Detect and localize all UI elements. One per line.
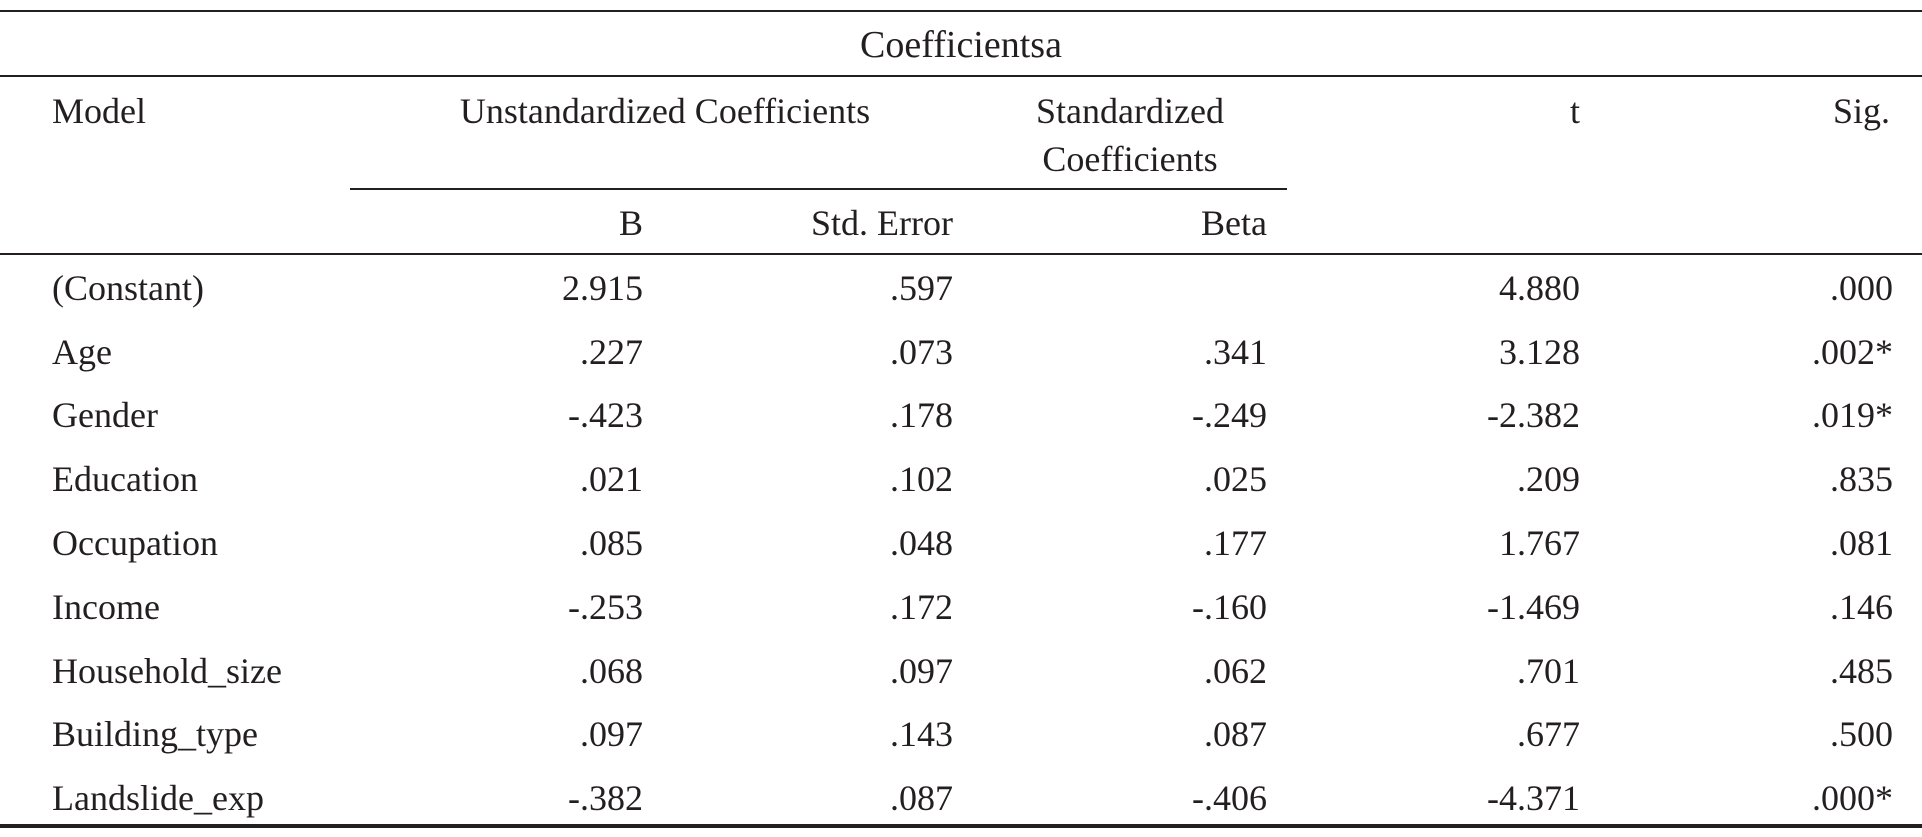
row-padding [1893,703,1922,767]
row-padding [1893,384,1922,448]
cell-beta [953,256,1267,320]
cell-b: .097 [580,714,643,755]
header-t: t [1569,91,1580,131]
cell-b: -.423 [568,395,643,436]
cell-b: -.253 [568,586,643,627]
header-rule [0,253,1922,255]
row-label: Education [52,459,198,500]
row-padding [1893,639,1922,703]
cell-b: .068 [580,650,643,691]
cell-t: 4.880 [1499,267,1580,308]
row-label: Income [52,586,160,627]
cell-b: .227 [580,331,643,372]
cell-b: -.382 [568,778,643,819]
cell-beta: .062 [1204,650,1267,691]
table-row: Income -.253 .172 -.160 -1.469 .146 [0,575,1922,639]
header-std-error: Std. Error [811,203,953,243]
cell-beta: .177 [1204,523,1267,564]
header-beta: Beta [1201,203,1267,243]
header-sig: Sig. [1832,91,1890,131]
cell-se: .087 [890,778,953,819]
row-label: Household_size [52,650,282,691]
top-rule [0,10,1922,12]
bottom-rule [0,824,1922,828]
cell-sig: .500 [1830,714,1893,755]
cell-t: .209 [1517,459,1580,500]
cell-b: .085 [580,523,643,564]
table-row: Occupation .085 .048 .177 1.767 .081 [0,511,1922,575]
row-label: Occupation [52,523,218,564]
table-row: Landslide_exp -.382 .087 -.406 -4.371 .000* [0,766,1922,830]
header-b: B [618,203,643,243]
row-padding [1893,575,1922,639]
cell-sig: .081 [1830,523,1893,564]
cell-t: -1.469 [1487,586,1580,627]
table-row: Education .021 .102 .025 .209 .835 [0,447,1922,511]
title-rule [0,75,1922,77]
cell-t: 3.128 [1499,331,1580,372]
table-row: Age .227 .073 .341 3.128 .002* [0,320,1922,384]
cell-b: .021 [580,459,643,500]
cell-se: .048 [890,523,953,564]
cell-sig: .146 [1830,586,1893,627]
cell-se: .102 [890,459,953,500]
header-unstandardized: Unstandardized Coefficients [459,91,871,131]
cell-t: .701 [1517,650,1580,691]
cell-sig: .000 [1830,267,1893,308]
row-label: Gender [52,395,158,436]
cell-beta: .087 [1204,714,1267,755]
cell-beta: -.249 [1192,395,1267,436]
cell-se: .097 [890,650,953,691]
row-padding [1893,256,1922,320]
header-standardized-line1: Standardized [1036,91,1224,131]
row-padding [1893,320,1922,384]
cell-beta: -.406 [1192,778,1267,819]
cell-t: -2.382 [1487,395,1580,436]
row-label: Age [52,331,112,372]
cell-se: .143 [890,714,953,755]
cell-se: .178 [890,395,953,436]
table-row: Building_type .097 .143 .087 .677 .500 [0,703,1922,767]
cell-sig: .000* [1812,778,1893,819]
cell-sig: .835 [1830,459,1893,500]
row-label: (Constant) [52,267,204,308]
cell-t: -4.371 [1487,778,1580,819]
table-row: (Constant) 2.915 .597 4.880 .000 [0,256,1922,320]
row-padding [1893,447,1922,511]
cell-beta: .025 [1204,459,1267,500]
header-standardized-line2: Coefficients [1042,139,1218,179]
cell-sig: .485 [1830,650,1893,691]
table-title: Coefficientsa [860,24,1062,66]
coefficients-body: (Constant) 2.915 .597 4.880 .000 Age .227 .073.… [0,256,1922,830]
table-row: Gender -.423 .178 -.249 -2.382 .019* [0,384,1922,448]
row-padding [1893,511,1922,575]
row-padding [1893,766,1922,830]
table-row: Household_size .068 .097 .062 .701 .485 [0,639,1922,703]
header-model: Model [52,91,146,131]
cell-t: 1.767 [1499,523,1580,564]
cell-b: 2.915 [562,267,643,308]
cell-se: .073 [890,331,953,372]
row-label: Building_type [52,714,258,755]
cell-sig: .002* [1812,331,1893,372]
cell-t: .677 [1517,714,1580,755]
cell-beta: -.160 [1192,586,1267,627]
cell-se: .597 [890,267,953,308]
cell-se: .172 [890,586,953,627]
row-label: Landslide_exp [52,778,264,819]
cell-beta: .341 [1204,331,1267,372]
cell-sig: .019* [1812,395,1893,436]
subheader-rule [350,188,1287,190]
